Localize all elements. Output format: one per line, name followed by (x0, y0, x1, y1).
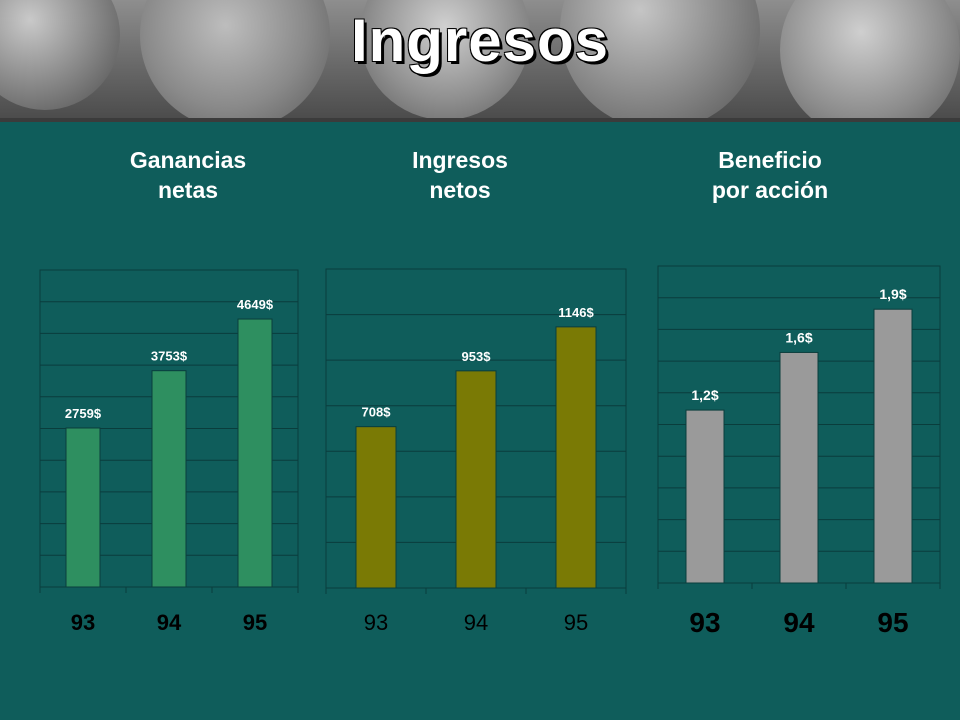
banner-divider (0, 118, 960, 122)
coins-banner: Ingresos (0, 0, 960, 120)
panel-title-beneficio: Beneficio por acción (640, 145, 900, 205)
value-label: 1,6$ (785, 329, 812, 345)
bar-93 (685, 409, 725, 584)
category-label: 93 (364, 610, 388, 635)
panel-title-line: netos (429, 177, 491, 203)
category-label: 95 (243, 610, 267, 635)
category-label: 94 (464, 610, 488, 635)
bar-95 (555, 326, 597, 589)
bar-93 (65, 427, 101, 588)
category-label: 95 (564, 610, 588, 635)
value-label: 3753$ (151, 349, 188, 364)
coin-image (140, 0, 330, 120)
slide-title: Ingresos (350, 7, 610, 74)
coin-image (780, 0, 960, 120)
bar-94 (151, 370, 187, 588)
category-label: 95 (877, 607, 908, 638)
value-label: 953$ (462, 349, 492, 364)
value-label: 1,2$ (691, 387, 718, 403)
value-label: 1,9$ (879, 286, 906, 302)
coin-image (560, 0, 760, 120)
bar-95 (873, 308, 913, 584)
panel-title-line: netas (157, 177, 219, 203)
value-label: 708$ (362, 405, 392, 420)
panel-title-ingresos: Ingresos netos (330, 145, 590, 205)
panel-title-line: Beneficio (718, 147, 822, 173)
category-label: 94 (783, 607, 815, 638)
value-label: 4649$ (237, 297, 274, 312)
bar-94 (455, 370, 497, 589)
panel-title-line: por acción (711, 177, 829, 203)
bar-95 (237, 318, 273, 588)
bar-94 (779, 351, 819, 584)
category-label: 93 (71, 610, 95, 635)
panel-title-ganancias: Ganancias netas (58, 145, 318, 205)
bar-93 (355, 426, 397, 589)
panel-title-line: Ingresos (412, 147, 508, 173)
category-label: 94 (157, 610, 182, 635)
category-label: 93 (689, 607, 720, 638)
panel-title-line: Ganancias (129, 147, 247, 173)
value-label: 2759$ (65, 406, 102, 421)
value-label: 1146$ (558, 305, 594, 320)
